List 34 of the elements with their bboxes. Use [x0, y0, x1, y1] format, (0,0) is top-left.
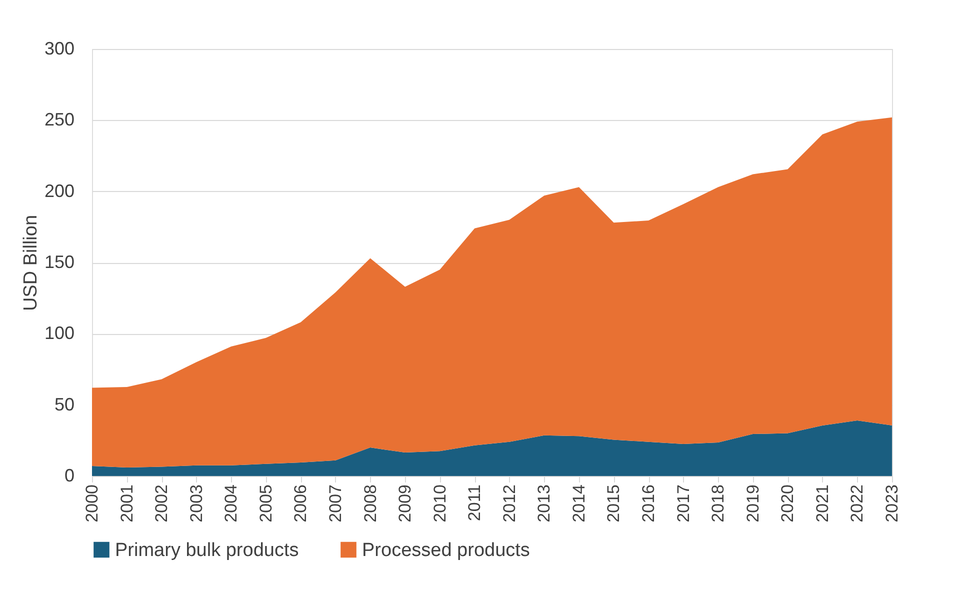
y-tick-label: 50 [54, 394, 74, 414]
y-tick-label: 150 [44, 252, 74, 272]
x-tick-label: 2002 [152, 484, 172, 522]
legend-label: Processed products [362, 540, 530, 561]
x-tick-label: 2000 [82, 484, 102, 522]
x-tick-label: 2013 [534, 484, 554, 522]
y-tick-label: 0 [64, 466, 74, 486]
x-tick-label: 2012 [500, 484, 519, 522]
x-tick-label: 2007 [326, 484, 345, 522]
y-tick-label: 250 [44, 110, 74, 130]
x-tick-label: 2019 [743, 484, 762, 522]
x-tick-label: 2015 [604, 484, 624, 522]
y-tick-label: 100 [44, 323, 74, 344]
x-tick-label: 2011 [465, 484, 484, 522]
x-tick-label: 2020 [778, 484, 798, 522]
x-tick-label: 2004 [222, 484, 241, 522]
x-tick-label: 2008 [360, 484, 380, 522]
x-tick-label: 2018 [708, 484, 728, 522]
y-tick-label: 200 [44, 180, 74, 201]
y-axis-title: USD Billion [20, 214, 42, 312]
x-tick-label: 2006 [291, 484, 310, 522]
x-tick-label: 2014 [569, 484, 588, 522]
x-tick-label: 2010 [430, 484, 450, 522]
x-tick-label: 2009 [396, 484, 415, 522]
x-tick-label: 2021 [812, 484, 832, 522]
legend-label: Primary bulk products [115, 540, 299, 561]
x-tick-label: 2005 [256, 484, 276, 522]
x-tick-label: 2022 [848, 484, 867, 522]
y-tick-label: 300 [44, 38, 74, 58]
x-tick-label: 2003 [186, 484, 206, 522]
x-tick-label: 2023 [882, 484, 902, 522]
x-tick-label: 2017 [674, 484, 693, 522]
x-tick-label: 2016 [639, 484, 658, 522]
x-tick-label: 2001 [117, 484, 136, 522]
